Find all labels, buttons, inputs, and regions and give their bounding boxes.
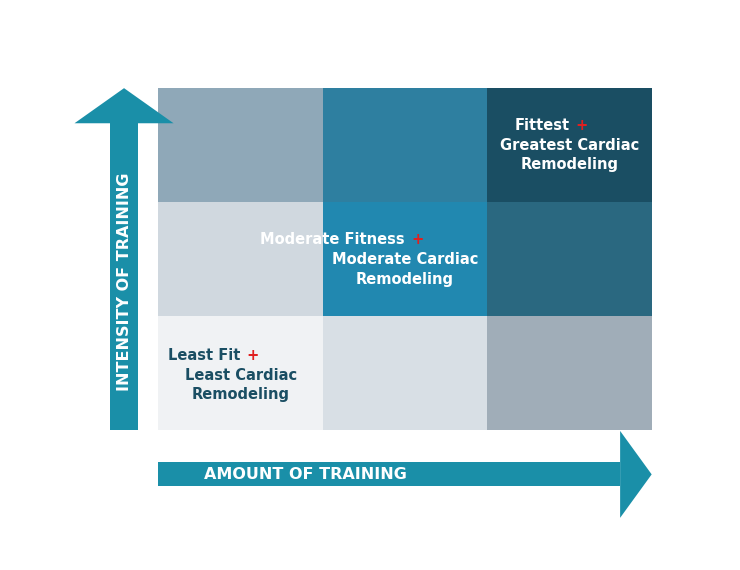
Text: Least Fit: Least Fit [168, 348, 240, 364]
Bar [487, 316, 652, 430]
Text: Remodeling: Remodeling [192, 387, 289, 402]
Text: Remodeling: Remodeling [356, 271, 454, 287]
Bar [158, 202, 323, 316]
Bar [323, 202, 487, 316]
Bar [487, 202, 652, 316]
Text: Remodeling: Remodeling [520, 157, 619, 173]
Text: Moderate Fitness: Moderate Fitness [260, 232, 405, 247]
Text: Fittest: Fittest [514, 118, 570, 133]
Polygon shape [75, 88, 174, 123]
Polygon shape [620, 431, 652, 518]
Bar [158, 462, 620, 486]
Text: +: + [243, 348, 260, 364]
Text: Moderate Cardiac: Moderate Cardiac [332, 252, 478, 267]
Text: +: + [571, 118, 588, 133]
Bar [323, 316, 487, 430]
Text: Greatest Cardiac: Greatest Cardiac [500, 138, 639, 153]
Text: Least Cardiac: Least Cardiac [184, 368, 297, 383]
Bar [323, 88, 487, 202]
Text: +: + [407, 232, 424, 247]
Text: AMOUNT OF TRAINING: AMOUNT OF TRAINING [204, 467, 407, 482]
Bar [110, 123, 138, 430]
Bar [158, 316, 323, 430]
Bar [158, 88, 323, 202]
Text: INTENSITY OF TRAINING: INTENSITY OF TRAINING [116, 172, 132, 390]
Bar [487, 88, 652, 202]
